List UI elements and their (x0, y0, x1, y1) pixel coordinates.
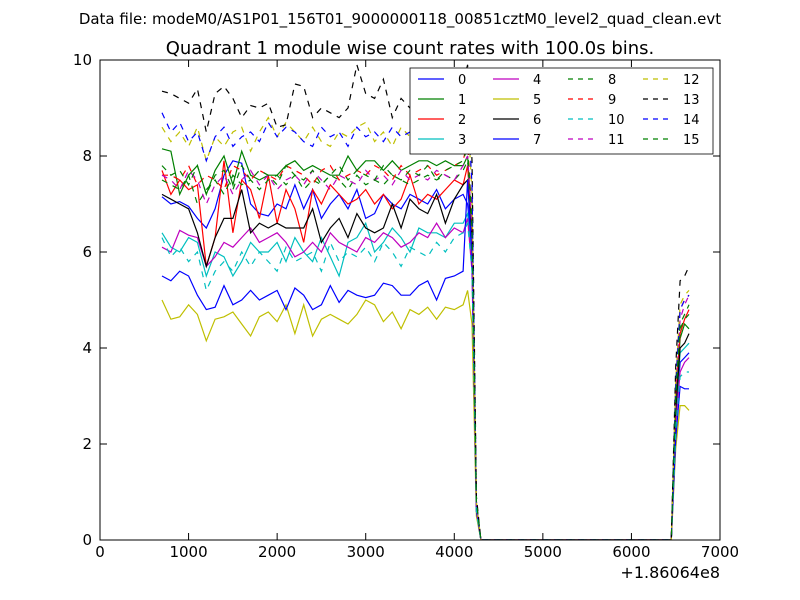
x-tick-label: 6000 (612, 543, 650, 561)
series-line-11 (161, 155, 690, 540)
x-tick-label: 5000 (524, 543, 562, 561)
chart-title: Quadrant 1 module wise count rates with … (166, 38, 655, 59)
legend-label-3: 3 (458, 133, 466, 148)
x-tick-label: 2000 (258, 543, 296, 561)
series-line-8 (161, 160, 690, 540)
legend-label-1: 1 (458, 93, 466, 108)
legend-label-11: 11 (608, 133, 625, 148)
y-tick-label: 6 (82, 243, 92, 261)
series-line-9 (162, 141, 690, 540)
legend-label-5: 5 (533, 93, 541, 108)
y-tick-label: 8 (82, 147, 92, 165)
series-line-3 (161, 211, 690, 540)
legend-label-2: 2 (458, 113, 466, 128)
series-line-1 (161, 148, 690, 540)
legend-label-10: 10 (608, 113, 625, 128)
legend-label-6: 6 (533, 113, 541, 128)
legend-label-13: 13 (683, 93, 700, 108)
legend-label-8: 8 (608, 73, 616, 88)
x-tick-label: 4000 (435, 543, 473, 561)
series-line-2 (161, 160, 690, 540)
y-tick-label: 10 (73, 51, 92, 69)
series-line-4 (161, 218, 690, 540)
plot-frame (99, 59, 721, 541)
series-line-0 (161, 160, 690, 540)
legend-label-4: 4 (533, 73, 541, 88)
x-tick-label: 7000 (701, 543, 739, 561)
y-tick-label: 4 (82, 339, 92, 357)
data-file-title: Data file: modeM0/AS1P01_156T01_90000001… (79, 10, 721, 29)
legend-box (409, 67, 714, 155)
x-tick-label: 0 (95, 543, 105, 561)
series-layer (161, 64, 690, 540)
x-tick-label: 3000 (347, 543, 385, 561)
legend-label-9: 9 (608, 93, 616, 108)
legend-label-15: 15 (683, 133, 700, 148)
legend-label-14: 14 (683, 113, 700, 128)
series-line-15 (161, 146, 690, 540)
series-line-6 (161, 178, 690, 540)
legend-label-7: 7 (533, 133, 541, 148)
series-line-5 (161, 290, 690, 540)
y-tick-label: 0 (82, 531, 92, 549)
x-tick-label: 1000 (169, 543, 207, 561)
y-tick-label: 2 (82, 435, 92, 453)
legend-label-12: 12 (683, 73, 700, 88)
series-line-7 (161, 179, 689, 540)
series-line-10 (161, 220, 689, 540)
legend-label-0: 0 (458, 73, 466, 88)
x-axis-offset-label: +1.86064e8 (620, 563, 720, 582)
